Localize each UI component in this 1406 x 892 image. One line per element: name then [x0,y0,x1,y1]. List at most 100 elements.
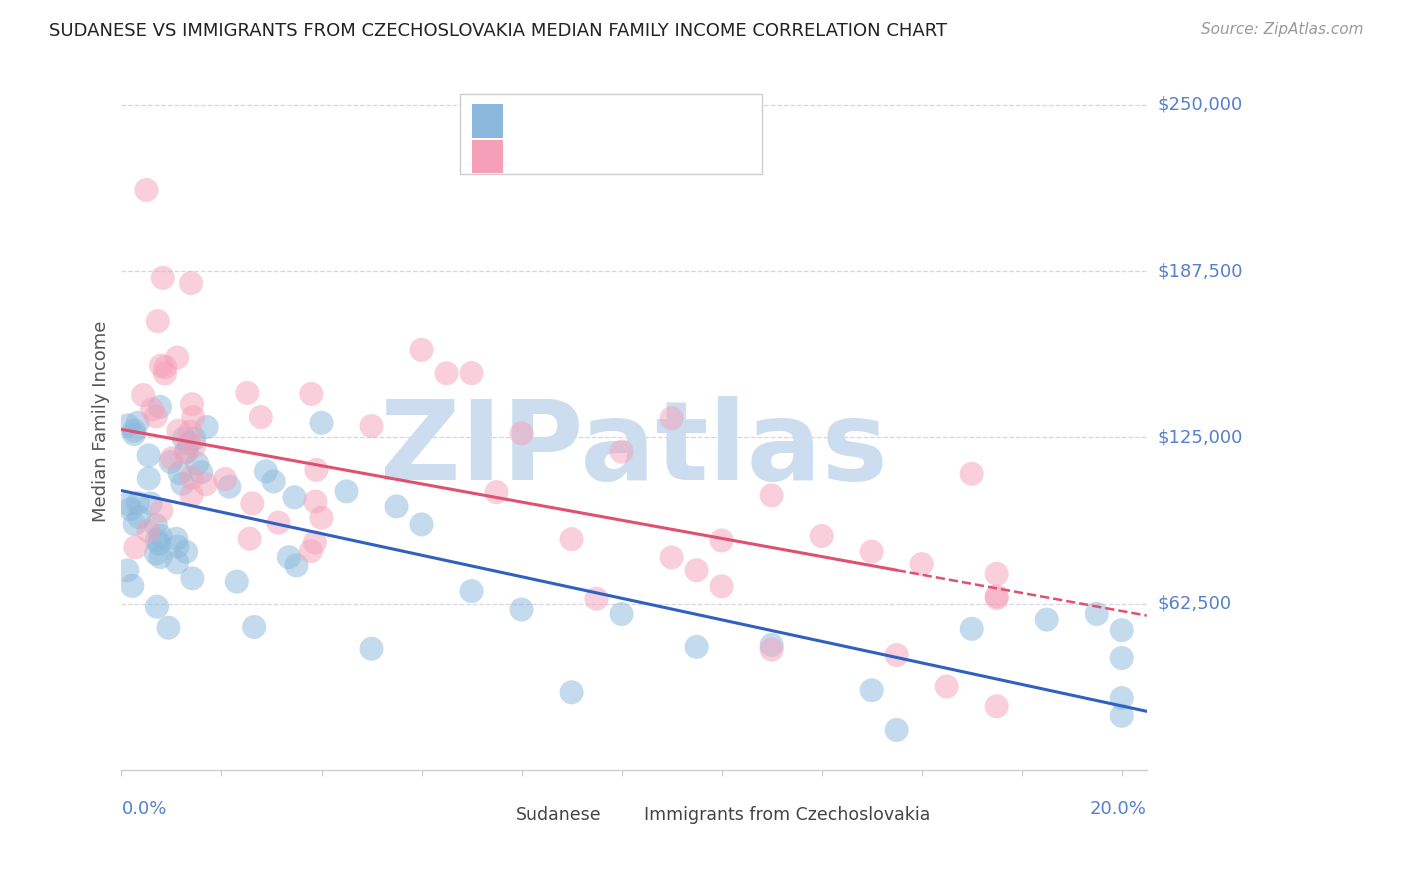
Point [986,699,1008,714]
Point [138,524,160,538]
Point [180,276,202,290]
Point [181,571,204,585]
Point [146,533,169,548]
FancyBboxPatch shape [613,805,636,827]
Point [810,529,832,543]
Point [960,467,983,481]
Point [911,557,934,571]
Point [174,545,197,559]
Point [886,648,908,662]
Point [304,494,326,508]
Point [174,445,197,459]
Point [122,424,145,438]
Point [360,641,382,656]
Point [510,426,533,441]
Point [120,502,142,516]
Point [167,424,190,438]
Point [1111,651,1133,665]
Point [145,518,167,533]
Point [661,550,683,565]
Point [240,496,263,510]
Text: $250,000: $250,000 [1159,96,1243,114]
Point [225,574,247,589]
Point [561,685,583,699]
Point [138,448,160,462]
FancyBboxPatch shape [485,805,508,827]
Text: 62: 62 [672,147,696,165]
Point [117,497,139,511]
FancyBboxPatch shape [460,94,762,174]
Point [299,387,322,401]
Text: N =: N = [624,147,673,165]
Point [661,411,683,425]
Point [561,532,583,546]
Point [173,431,195,445]
Point [860,545,883,559]
Point [285,558,308,573]
Point [127,416,149,430]
Point [1111,708,1133,723]
Text: -0.386: -0.386 [555,147,617,165]
Point [460,366,482,380]
Point [710,579,733,593]
Text: R =: R = [516,147,554,165]
Point [1035,613,1057,627]
Point [145,409,167,424]
Text: Source: ZipAtlas.com: Source: ZipAtlas.com [1201,22,1364,37]
Point [149,529,172,543]
Point [124,541,146,555]
Point [148,537,170,551]
Point [685,563,707,577]
Point [460,584,482,599]
Point [172,476,194,491]
Point [360,419,382,434]
Point [183,439,205,453]
Text: R =: R = [516,112,554,130]
Point [153,367,176,381]
Point [122,427,145,442]
Text: $187,500: $187,500 [1159,262,1243,280]
Point [169,466,191,480]
Point [190,465,212,479]
Point [214,472,236,486]
Point [283,491,305,505]
Point [179,425,201,439]
Point [150,359,173,373]
Point [249,410,271,425]
Text: 0.0%: 0.0% [121,800,167,818]
Point [311,510,333,524]
Point [135,183,157,197]
Point [986,589,1008,603]
Point [177,436,200,450]
Point [195,420,218,434]
Point [146,599,169,614]
Text: $125,000: $125,000 [1159,428,1243,446]
Text: 66: 66 [672,112,696,130]
Point [181,410,204,425]
Point [239,532,262,546]
Point [263,475,285,489]
Point [986,566,1008,581]
Point [385,500,408,514]
FancyBboxPatch shape [472,104,503,137]
Point [165,532,187,546]
Point [180,471,202,485]
Text: Immigrants from Czechoslovakia: Immigrants from Czechoslovakia [644,806,931,824]
FancyBboxPatch shape [472,139,503,173]
Point [166,351,188,365]
Point [236,385,259,400]
Point [124,517,146,532]
Point [186,457,208,471]
Point [510,602,533,616]
Point [117,418,139,433]
Point [243,620,266,634]
Point [121,579,143,593]
Point [181,397,204,411]
Point [138,471,160,485]
Point [218,480,240,494]
Text: Sudanese: Sudanese [516,806,602,824]
Point [585,591,607,606]
Point [411,343,433,357]
Point [299,544,322,558]
Point [160,451,183,466]
